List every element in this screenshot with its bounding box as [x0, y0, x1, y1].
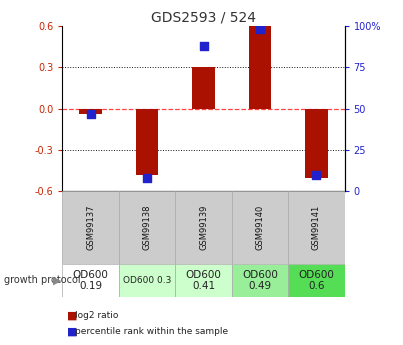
Bar: [136, 109, 158, 175]
Point: [200, 43, 207, 49]
Bar: [62, 264, 119, 297]
Title: GDS2593 / 524: GDS2593 / 524: [151, 11, 256, 25]
Bar: [62, 191, 119, 264]
Bar: [288, 191, 345, 264]
Bar: [119, 191, 175, 264]
Point: [87, 111, 94, 116]
Point: [313, 172, 320, 178]
Bar: [249, 26, 271, 109]
Bar: [305, 109, 328, 178]
Point: [144, 176, 150, 181]
Text: ■: ■: [66, 311, 77, 321]
Bar: [192, 67, 215, 109]
Bar: [232, 264, 288, 297]
Text: ▶: ▶: [53, 275, 62, 285]
Text: OD600 0.3: OD600 0.3: [123, 276, 171, 285]
Bar: [232, 191, 288, 264]
Text: GSM99140: GSM99140: [256, 205, 264, 250]
Point: [257, 27, 263, 32]
Bar: [175, 191, 232, 264]
Text: growth protocol: growth protocol: [4, 275, 81, 285]
Bar: [288, 264, 345, 297]
Text: GSM99138: GSM99138: [143, 205, 152, 250]
Text: percentile rank within the sample: percentile rank within the sample: [75, 327, 228, 336]
Bar: [175, 264, 232, 297]
Text: OD600
0.49: OD600 0.49: [242, 269, 278, 291]
Text: GSM99141: GSM99141: [312, 205, 321, 250]
Text: OD600
0.41: OD600 0.41: [185, 269, 222, 291]
Text: ■: ■: [66, 326, 77, 336]
Text: GSM99139: GSM99139: [199, 205, 208, 250]
Text: OD600
0.19: OD600 0.19: [73, 269, 109, 291]
Bar: [119, 264, 175, 297]
Text: OD600
0.6: OD600 0.6: [298, 269, 334, 291]
Text: GSM99137: GSM99137: [86, 205, 95, 250]
Text: log2 ratio: log2 ratio: [75, 311, 118, 320]
Bar: [79, 109, 102, 114]
